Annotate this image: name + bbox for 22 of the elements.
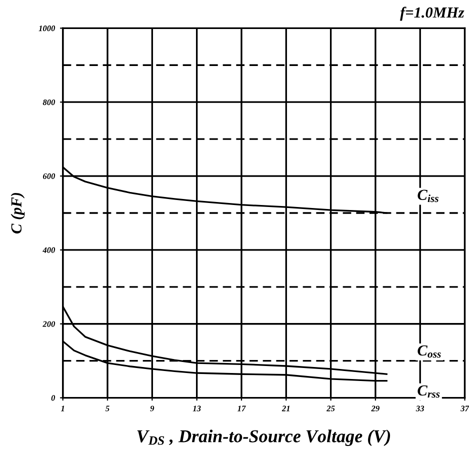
x-axis-title: V$_{DS}$ , Drain-to-Source Voltage (V) bbox=[137, 430, 390, 446]
text: C$_{oss}$ bbox=[418, 345, 441, 358]
x-tick-label: 25 bbox=[326, 406, 335, 412]
y-tick-label: 1000 bbox=[38, 26, 56, 32]
x-tick-label: 9 bbox=[150, 406, 154, 412]
x-tick-label: 13 bbox=[192, 406, 201, 412]
y-axis-title: C (pF) bbox=[10, 192, 25, 234]
x-tick-label: 29 bbox=[371, 406, 380, 412]
x-tick-label: 37 bbox=[460, 406, 469, 412]
x-tick-label: 17 bbox=[238, 406, 246, 412]
x-tick-label: 33 bbox=[416, 406, 424, 412]
x-tick-label: 21 bbox=[282, 406, 290, 412]
y-tick-label: 0 bbox=[51, 395, 56, 401]
y-tick-label: 600 bbox=[42, 173, 56, 179]
y-tick-label: 800 bbox=[42, 99, 56, 106]
text: C$_{iss}$ bbox=[418, 190, 438, 202]
x-tick-label: 5 bbox=[106, 406, 110, 412]
text: f=1.0MHz bbox=[400, 6, 464, 21]
x-tick-label: 1 bbox=[60, 406, 64, 412]
y-tick-label: 400 bbox=[42, 247, 56, 253]
text: C$_{rss}$ bbox=[418, 385, 440, 398]
y-tick-label: 200 bbox=[42, 321, 56, 327]
